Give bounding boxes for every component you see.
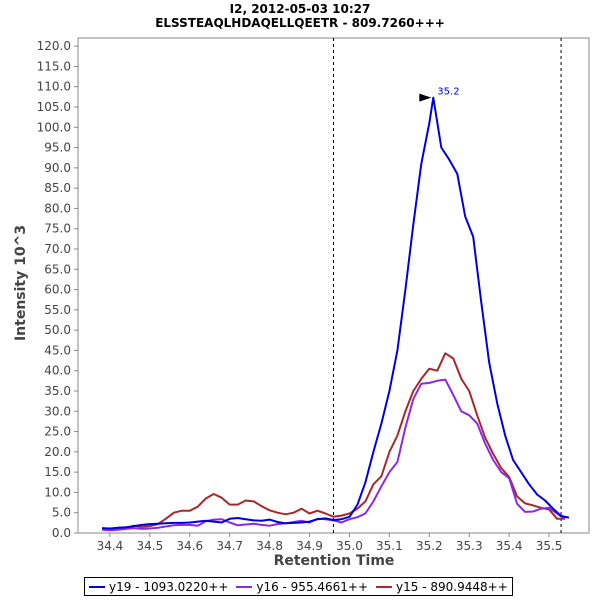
legend-item: y16 - 955.4661++ (236, 580, 368, 594)
y-tick-label: 25.0 (44, 425, 71, 439)
y-tick-label: 100.0 (37, 120, 71, 134)
y-tick-label: 120.0 (37, 39, 71, 53)
x-tick-label: 34.6 (176, 539, 203, 553)
legend-item: y15 - 890.9448++ (376, 580, 508, 594)
legend-label: y19 - 1093.0220++ (109, 579, 229, 594)
legend-swatch (236, 585, 253, 588)
y-tick-label: 75.0 (44, 222, 71, 236)
y-tick-label: 60.0 (44, 283, 71, 297)
y-tick-label: 35.0 (44, 384, 71, 398)
x-tick-label: 34.7 (216, 539, 243, 553)
x-tick-label: 34.4 (97, 539, 124, 553)
y-tick-label: 115.0 (37, 59, 71, 73)
chart-subtitle: ELSSTEAQLHDAQELLQEETR - 809.7260+++ (155, 16, 445, 30)
y-tick-label: 105.0 (37, 100, 71, 114)
series-line (101, 96, 570, 530)
x-axis-title: Retention Time (274, 553, 395, 569)
y-tick-label: 55.0 (44, 303, 71, 317)
chart-title: I2, 2012-05-03 10:27 (229, 2, 371, 16)
y-tick-label: 20.0 (44, 445, 71, 459)
legend-swatch (89, 585, 105, 588)
x-tick-label: 34.8 (256, 539, 283, 553)
legend-label: y15 - 890.9448++ (396, 579, 508, 594)
peak-label: 35.2 (437, 87, 459, 98)
y-tick-label: 65.0 (44, 262, 71, 276)
x-tick-label: 35.3 (456, 539, 483, 553)
y-tick-label: 0.0 (52, 526, 71, 540)
y-tick-label: 10.0 (44, 485, 71, 499)
y-tick-label: 40.0 (44, 364, 71, 378)
legend-item: y19 - 1093.0220++ (89, 580, 228, 594)
x-tick-label: 35.2 (416, 539, 443, 553)
y-tick-label: 85.0 (44, 181, 71, 195)
y-tick-label: 5.0 (52, 506, 71, 520)
chart-title-block: I2, 2012-05-03 10:27 ELSSTEAQLHDAQELLQEE… (0, 2, 600, 30)
y-tick-label: 30.0 (44, 404, 71, 418)
chart-legend: y19 - 1093.0220++ y16 - 955.4661++ y15 - 8… (84, 577, 513, 596)
y-tick-label: 90.0 (44, 161, 71, 175)
series-line (102, 352, 565, 531)
y-tick-label: 95.0 (44, 141, 71, 155)
y-tick-label: 50.0 (44, 323, 71, 337)
x-tick-label: 34.9 (296, 539, 323, 553)
legend-label: y16 - 955.4661++ (256, 579, 369, 594)
y-tick-label: 110.0 (37, 80, 71, 94)
legend-swatch (376, 585, 393, 588)
y-axis-title: Intensity 10^3 (13, 225, 29, 341)
x-tick-label: 35.5 (536, 539, 563, 553)
x-tick-label: 35.1 (376, 539, 403, 553)
y-tick-label: 80.0 (44, 201, 71, 215)
x-tick-label: 34.5 (137, 539, 164, 553)
y-tick-label: 70.0 (44, 242, 71, 256)
y-tick-label: 45.0 (44, 343, 71, 357)
peak-marker-icon (419, 93, 432, 102)
x-tick-label: 35.0 (336, 539, 363, 553)
y-tick-label: 15.0 (44, 465, 71, 479)
x-tick-label: 35.4 (496, 539, 523, 553)
